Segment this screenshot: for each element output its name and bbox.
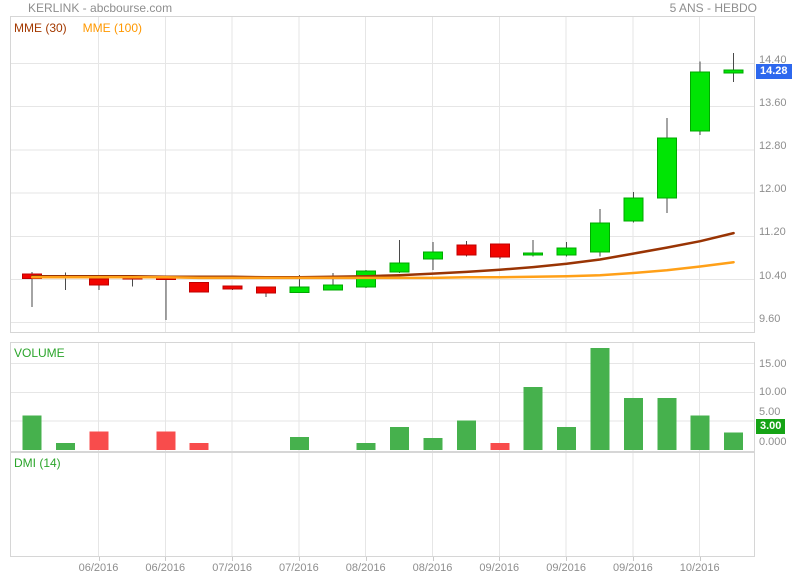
legend-mme30-label: MME (30) <box>14 21 67 35</box>
price-tick-label: 12.00 <box>759 183 787 196</box>
price-tick-label: 12.80 <box>759 139 787 152</box>
x-axis-tick-mark <box>232 557 234 561</box>
x-tick-label: 06/2016 <box>145 562 186 574</box>
x-tick-label: 08/2016 <box>345 562 386 574</box>
x-tick-label: 09/2016 <box>479 562 520 574</box>
dmi-chart-canvas[interactable] <box>10 452 755 557</box>
instrument-title: KERLINK - abcbourse.com <box>28 1 173 15</box>
x-tick-label: 08/2016 <box>412 562 453 574</box>
volume-tick-label: 5.00 <box>759 406 781 419</box>
volume-panel-label: VOLUME <box>14 346 65 360</box>
dmi-panel-label: DMI (14) <box>14 456 61 470</box>
last-price-badge: 14.28 <box>756 64 792 79</box>
volume-tick-label: 10.00 <box>759 386 787 399</box>
price-tick-label: 11.20 <box>759 226 786 239</box>
dmi-panel[interactable]: DMI (14) <box>10 452 755 557</box>
x-tick-label: 10/2016 <box>679 562 720 574</box>
last-volume-badge: 3.00 <box>756 419 786 434</box>
x-tick-label: 07/2016 <box>212 562 252 574</box>
price-chart-canvas[interactable] <box>10 16 755 333</box>
volume-tick-label: 0.000 <box>759 436 787 448</box>
x-axis-tick-mark <box>566 557 568 561</box>
price-tick-label: 10.40 <box>759 269 787 282</box>
timeframe-label: 5 ANS - HEBDO <box>669 1 757 15</box>
volume-panel[interactable]: VOLUME <box>10 342 755 452</box>
x-tick-label: 09/2016 <box>546 562 586 574</box>
x-axis-tick-mark <box>365 557 367 561</box>
x-axis-tick-mark <box>632 557 634 561</box>
x-axis-tick-mark <box>98 557 100 561</box>
price-tick-label: 14.40 <box>759 53 787 66</box>
volume-tick-label: 15.00 <box>759 357 787 370</box>
x-axis-tick-mark <box>499 557 501 561</box>
price-tick-label: 9.60 <box>759 312 781 325</box>
x-axis-tick-mark <box>432 557 434 561</box>
x-axis-tick-mark <box>165 557 167 561</box>
x-axis-tick-mark <box>298 557 300 561</box>
price-tick-label: 13.60 <box>759 96 787 109</box>
indicator-legend: MME (30) MME (100) <box>14 21 142 35</box>
legend-mme100-label: MME (100) <box>82 21 143 35</box>
volume-chart-canvas[interactable] <box>10 342 755 452</box>
price-panel[interactable]: MME (30) MME (100) <box>10 16 755 333</box>
x-axis-tick-mark <box>699 557 701 561</box>
x-tick-label: 07/2016 <box>279 562 319 574</box>
x-tick-label: 06/2016 <box>78 562 119 574</box>
x-tick-label: 09/2016 <box>613 562 653 574</box>
